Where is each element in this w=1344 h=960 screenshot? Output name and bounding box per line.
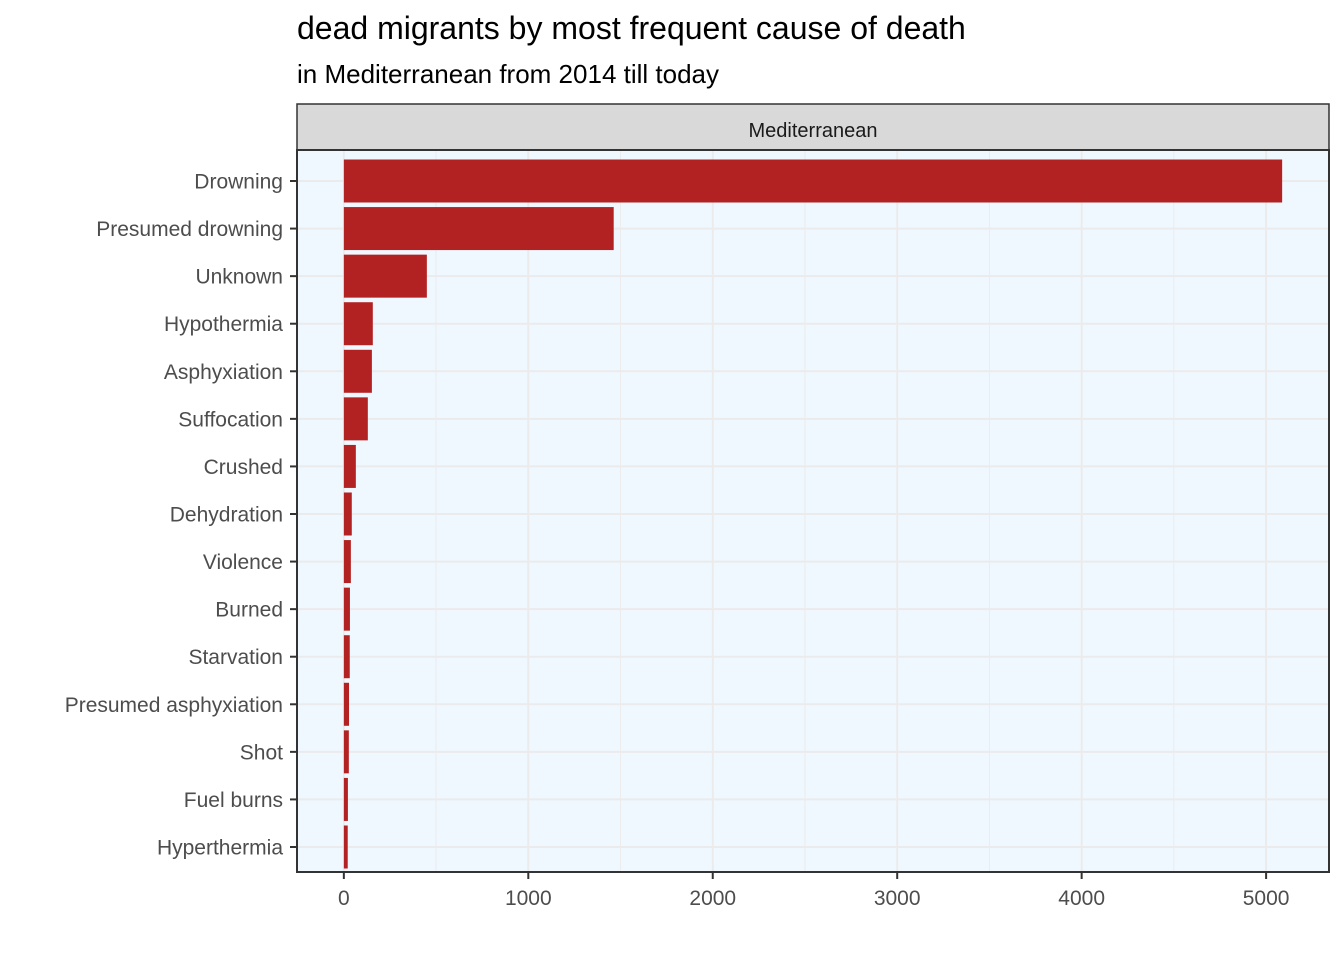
x-axis: 0 1000 2000 3000 4000 5000 bbox=[338, 872, 1289, 910]
y-tick-label: Fuel burns bbox=[184, 789, 283, 812]
bars bbox=[343, 159, 1283, 869]
y-axis: Drowning Presumed drowning Unknown Hypother… bbox=[65, 171, 297, 860]
y-tick-label: Burned bbox=[215, 599, 283, 622]
bar-drowning bbox=[343, 159, 1283, 203]
y-tick-label: Suffocation bbox=[178, 408, 283, 431]
bar-fuel-burns bbox=[343, 777, 348, 821]
y-tick-label: Presumed asphyxiation bbox=[65, 694, 283, 717]
bar-burned bbox=[343, 587, 350, 631]
bar-shot bbox=[343, 730, 349, 774]
y-tick-label: Presumed drowning bbox=[96, 218, 283, 241]
chart-subtitle: in Mediterranean from 2014 till today bbox=[297, 59, 720, 89]
y-tick-label: Drowning bbox=[194, 171, 283, 194]
chart-title: dead migrants by most frequent cause of … bbox=[297, 10, 966, 46]
bar-hyperthermia bbox=[343, 825, 348, 869]
y-tick-label: Starvation bbox=[188, 646, 283, 669]
bar-suffocation bbox=[343, 397, 368, 441]
bar-unknown bbox=[343, 254, 427, 298]
bar-asphyxiation bbox=[343, 349, 372, 393]
y-tick-label: Violence bbox=[203, 551, 283, 574]
y-tick-label: Crushed bbox=[204, 456, 283, 479]
bar-presumed-drowning bbox=[343, 207, 614, 251]
y-tick-label: Dehydration bbox=[170, 504, 283, 527]
bar-presumed-asphyxiation bbox=[343, 682, 350, 726]
bar-violence bbox=[343, 540, 351, 584]
y-tick-label: Hyperthermia bbox=[157, 837, 283, 860]
panel-border bbox=[296, 149, 1330, 873]
x-tick-label: 1000 bbox=[505, 887, 552, 910]
y-tick-label: Hypothermia bbox=[164, 313, 283, 336]
x-tick-label: 0 bbox=[338, 887, 350, 910]
y-tick-label: Unknown bbox=[195, 266, 283, 289]
x-tick-label: 2000 bbox=[689, 887, 736, 910]
bar-crushed bbox=[343, 444, 356, 488]
y-tick-label: Shot bbox=[240, 741, 283, 764]
bar-starvation bbox=[343, 635, 350, 679]
x-tick-label: 5000 bbox=[1243, 887, 1290, 910]
x-tick-label: 4000 bbox=[1058, 887, 1105, 910]
bar-dehydration bbox=[343, 492, 352, 536]
x-tick-label: 3000 bbox=[874, 887, 921, 910]
facet-strip-label: Mediterranean bbox=[749, 120, 878, 142]
y-tick-label: Asphyxiation bbox=[164, 361, 283, 384]
bar-hypothermia bbox=[343, 302, 373, 346]
